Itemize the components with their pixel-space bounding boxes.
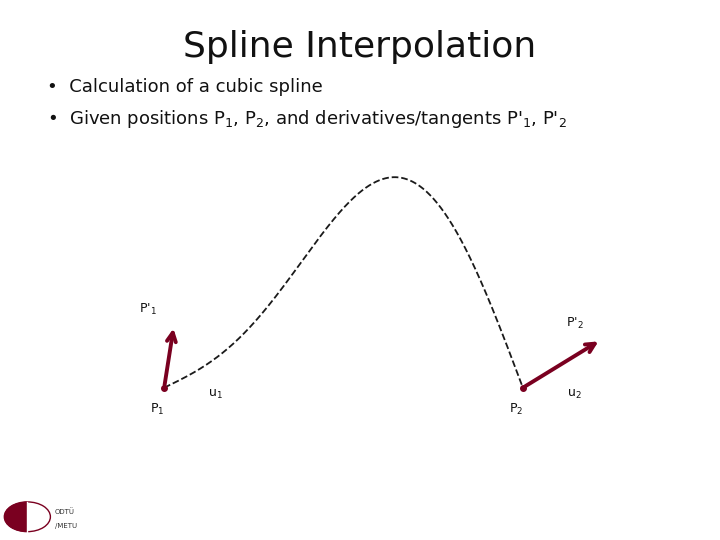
Text: u$_1$: u$_1$ — [208, 388, 223, 401]
Text: /METU: /METU — [55, 523, 77, 529]
Text: •  Calculation of a cubic spline: • Calculation of a cubic spline — [47, 78, 323, 96]
Text: ODTÜ: ODTÜ — [55, 508, 75, 515]
Text: P$_2$: P$_2$ — [509, 402, 523, 417]
Text: •  Given positions P$_1$, P$_2$, and derivatives/tangents P'$_1$, P'$_2$: • Given positions P$_1$, P$_2$, and deri… — [47, 108, 567, 130]
Text: P'$_2$: P'$_2$ — [566, 316, 584, 332]
Text: P'$_1$: P'$_1$ — [139, 302, 157, 317]
Text: u$_2$: u$_2$ — [567, 388, 582, 401]
Text: Spline Interpolation: Spline Interpolation — [184, 30, 536, 64]
Text: P$_1$: P$_1$ — [150, 402, 165, 417]
Wedge shape — [4, 502, 27, 532]
